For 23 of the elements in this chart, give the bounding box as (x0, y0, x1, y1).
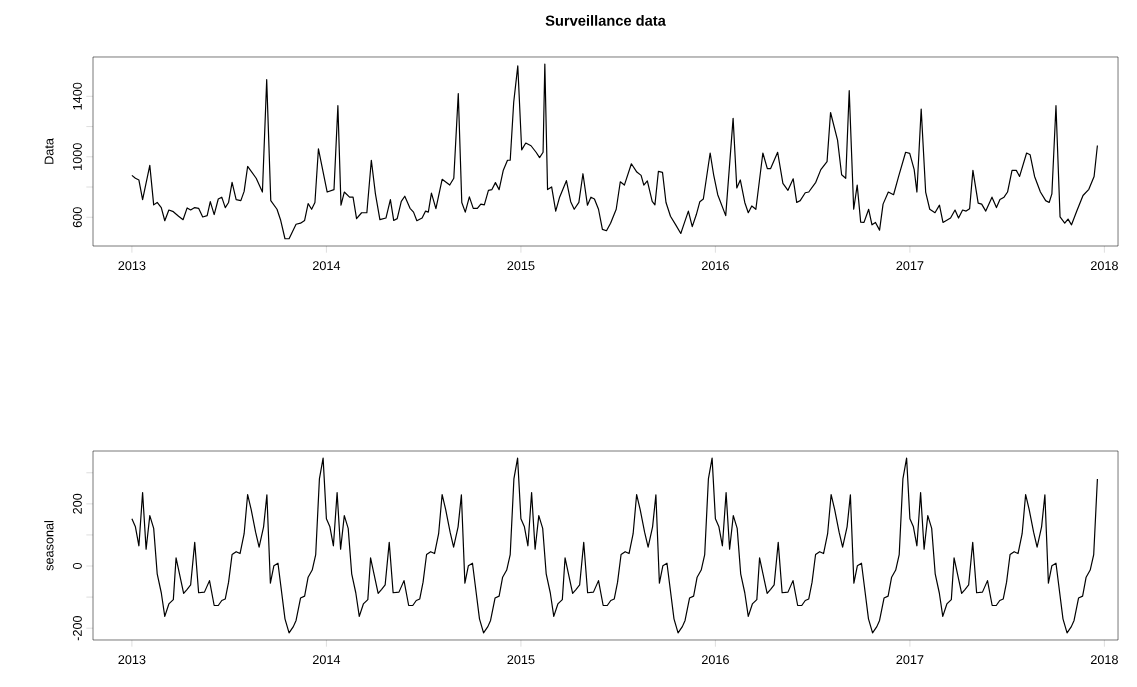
x-tick-label: 2014 (312, 655, 341, 665)
y-tick-label: 600 (72, 207, 82, 228)
x-tick-label: 2016 (701, 655, 729, 665)
chart-title: Surveillance data (545, 15, 666, 26)
x-tick-label: 2013 (118, 655, 146, 665)
line-series (131, 457, 1098, 634)
x-tick-label: 2016 (701, 261, 729, 271)
x-tick-label: 2017 (896, 261, 924, 271)
y-tick-label: 200 (72, 493, 82, 514)
y-axis-title: Data (44, 138, 54, 164)
x-tick-label: 2018 (1090, 655, 1118, 665)
x-tick-label: 2014 (312, 261, 341, 271)
x-tick-label: 2015 (507, 655, 535, 665)
y-tick-label: 1000 (72, 143, 82, 170)
y-tick-label: -200 (72, 616, 82, 641)
x-tick-label: 2015 (507, 261, 535, 271)
y-axis-title: seasonal (44, 521, 54, 571)
y-tick-label: 1400 (72, 82, 82, 110)
x-tick-label: 2018 (1090, 261, 1118, 271)
x-tick-label: 2017 (896, 655, 924, 665)
line-series (131, 63, 1098, 240)
x-tick-label: 2013 (118, 261, 146, 271)
y-tick-label: 0 (72, 562, 82, 570)
